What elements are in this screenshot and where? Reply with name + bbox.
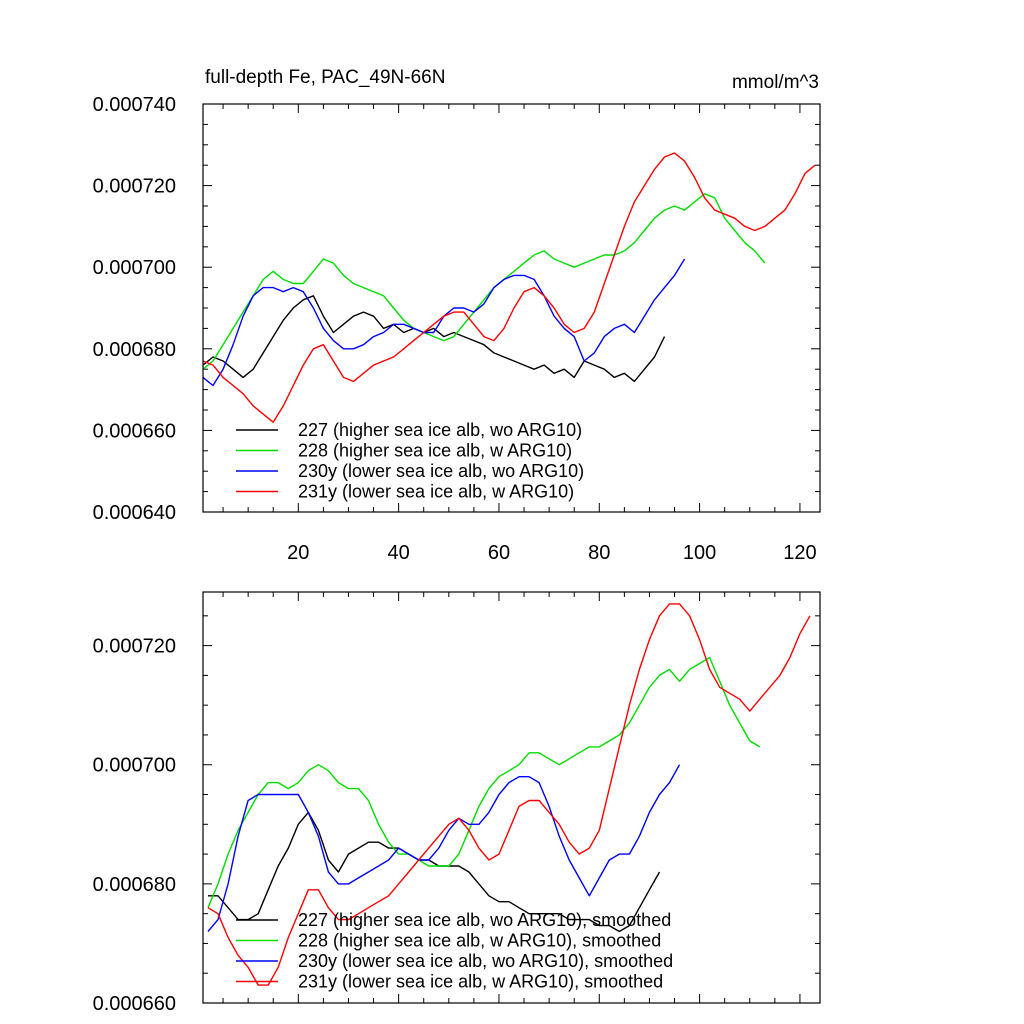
- x-tick-label: 80: [588, 542, 610, 564]
- y-tick-label: 0.000720: [93, 176, 176, 198]
- legend-label: 228 (higher sea ice alb, w ARG10): [298, 441, 572, 461]
- y-tick-label: 0.000660: [93, 993, 176, 1015]
- series-line: [202, 258, 686, 387]
- bottom-panel: 0.000660 0.000680 0.000700 0.000720 227 (hi…: [93, 591, 821, 1015]
- x-tick-label: 100: [683, 542, 716, 564]
- bottom-panel-series: [207, 603, 811, 986]
- bottom-panel-legend: 227 (higher sea ice alb, wo ARG10), smoo…: [236, 910, 673, 992]
- top-panel-legend: 227 (higher sea ice alb, wo ARG10)228 (h…: [236, 420, 584, 502]
- legend-label: 227 (higher sea ice alb, wo ARG10), smoo…: [298, 910, 671, 930]
- units-label: mmol/m^3: [732, 72, 819, 93]
- y-tick-label: 0.000740: [93, 94, 176, 116]
- series-line: [208, 811, 661, 933]
- y-tick-label: 0.000660: [93, 420, 176, 442]
- top-panel-x-tick-labels: 20 40 60 80 100 120: [287, 542, 816, 564]
- y-tick-label: 0.000680: [93, 339, 176, 361]
- top-panel-ticks: [203, 103, 820, 513]
- series-line: [202, 193, 766, 370]
- y-tick-label: 0.000700: [93, 755, 176, 777]
- legend-label: 227 (higher sea ice alb, wo ARG10): [298, 420, 582, 440]
- top-panel-series: [202, 152, 816, 423]
- x-tick-label: 20: [287, 542, 309, 564]
- series-line: [207, 764, 681, 932]
- legend-label: 230y (lower sea ice alb, wo ARG10): [298, 461, 584, 481]
- y-tick-label: 0.000640: [93, 502, 176, 524]
- series-line: [202, 295, 666, 383]
- bottom-panel-frame: [202, 591, 821, 1004]
- x-tick-label: 40: [388, 542, 410, 564]
- series-line: [207, 603, 811, 986]
- series-line: [207, 656, 761, 908]
- top-panel-frame: [202, 103, 821, 513]
- top-panel: full-depth Fe, PAC_49N-66N mmol/m^3 0.00…: [93, 67, 821, 564]
- y-tick-label: 0.000700: [93, 257, 176, 279]
- x-tick-label: 120: [783, 542, 816, 564]
- legend-label: 228 (higher sea ice alb, w ARG10), smoot…: [298, 931, 661, 951]
- y-tick-label: 0.000680: [93, 874, 176, 896]
- legend-label: 231y (lower sea ice alb, w ARG10), smoot…: [298, 972, 663, 992]
- top-panel-y-tick-labels: 0.000640 0.000660 0.000680 0.000700 0.000720…: [93, 94, 176, 524]
- x-tick-label: 60: [488, 542, 510, 564]
- series-line: [202, 152, 816, 423]
- legend-label: 231y (lower sea ice alb, w ARG10): [298, 482, 574, 502]
- bottom-panel-y-tick-labels: 0.000660 0.000680 0.000700 0.000720: [93, 636, 176, 1015]
- chart-title: full-depth Fe, PAC_49N-66N: [205, 67, 445, 88]
- legend-label: 230y (lower sea ice alb, wo ARG10), smoo…: [298, 951, 673, 971]
- bottom-panel-ticks: [203, 592, 820, 1004]
- y-tick-label: 0.000720: [93, 636, 176, 658]
